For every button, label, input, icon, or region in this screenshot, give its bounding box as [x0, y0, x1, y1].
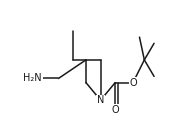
Text: O: O [111, 105, 119, 115]
Text: O: O [129, 78, 137, 88]
Text: N: N [97, 95, 104, 105]
Text: H₂N: H₂N [23, 73, 42, 83]
